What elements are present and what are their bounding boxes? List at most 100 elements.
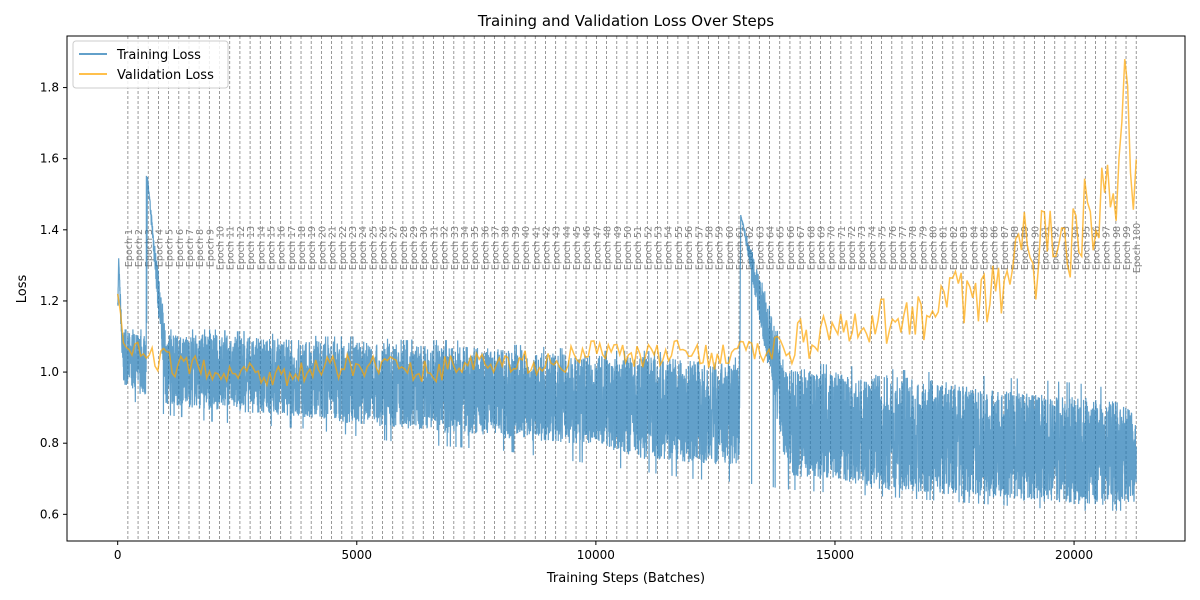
epoch-label: Epoch 55 xyxy=(674,226,685,270)
epoch-label: Epoch 62 xyxy=(745,226,756,270)
epoch-label: Epoch 78 xyxy=(908,226,919,270)
epoch-label: Epoch 65 xyxy=(776,226,787,270)
epoch-label: Epoch 9 xyxy=(205,229,216,267)
epoch-label: Epoch 12 xyxy=(236,226,247,270)
y-tick-label: 1.2 xyxy=(40,294,59,308)
epoch-label: Epoch 10 xyxy=(216,226,227,270)
legend-box xyxy=(72,40,229,89)
epoch-label: Epoch 2 xyxy=(134,229,145,267)
epoch-label: Epoch 71 xyxy=(837,226,848,270)
y-tick-label: 1.0 xyxy=(40,365,59,379)
epoch-label: Epoch 57 xyxy=(694,226,705,270)
epoch-label: Epoch 56 xyxy=(684,226,695,270)
y-tick-label: 1.6 xyxy=(40,152,59,166)
y-tick-label: 1.4 xyxy=(40,223,59,237)
epoch-label: Epoch 85 xyxy=(979,226,990,270)
epoch-label: Epoch 40 xyxy=(521,226,532,270)
epoch-label: Epoch 35 xyxy=(470,226,481,270)
epoch-label: Epoch 18 xyxy=(297,226,308,270)
epoch-label: Epoch 5 xyxy=(165,229,176,267)
epoch-label: Epoch 69 xyxy=(816,226,827,270)
epoch-label: Epoch 39 xyxy=(511,226,522,270)
epoch-label: Epoch 16 xyxy=(277,226,288,270)
epoch-label: Epoch 81 xyxy=(939,226,950,270)
epoch-label: Epoch 91 xyxy=(1041,226,1052,270)
epoch-label: Epoch 68 xyxy=(806,226,817,270)
epoch-label: Epoch 32 xyxy=(440,226,451,270)
epoch-label: Epoch 11 xyxy=(226,226,237,270)
epoch-label: Epoch 98 xyxy=(1112,226,1123,270)
epoch-label: Epoch 46 xyxy=(582,226,593,270)
epoch-label: Epoch 63 xyxy=(755,226,766,270)
epoch-label: Epoch 95 xyxy=(1081,226,1092,270)
epoch-label: Epoch 64 xyxy=(766,226,777,270)
epoch-label: Epoch 28 xyxy=(399,226,410,270)
epoch-label: Epoch 22 xyxy=(338,226,349,270)
epoch-label: Epoch 14 xyxy=(256,226,267,270)
epoch-label: Epoch 79 xyxy=(918,226,929,270)
epoch-label: Epoch 90 xyxy=(1030,226,1041,270)
epoch-label: Epoch 21 xyxy=(328,226,339,270)
epoch-label: Epoch 23 xyxy=(348,226,359,270)
epoch-label: Epoch 76 xyxy=(888,226,899,270)
epoch-label: Epoch 94 xyxy=(1071,226,1082,270)
epoch-label: Epoch 3 xyxy=(144,229,155,267)
plot-area xyxy=(66,35,1186,542)
epoch-label: Epoch 49 xyxy=(613,226,624,270)
y-axis-label: Loss xyxy=(15,275,30,304)
epoch-label: Epoch 72 xyxy=(847,226,858,270)
epoch-label: Epoch 58 xyxy=(704,226,715,270)
epoch-label: Epoch 92 xyxy=(1051,226,1062,270)
epoch-label: Epoch 53 xyxy=(654,226,665,270)
epoch-label: Epoch 80 xyxy=(929,226,940,270)
epoch-label: Epoch 26 xyxy=(379,226,390,270)
legend-label-training: Training Loss xyxy=(116,48,201,63)
epoch-label: Epoch 83 xyxy=(959,226,970,270)
epoch-label: Epoch 48 xyxy=(603,226,614,270)
epoch-label: Epoch 73 xyxy=(857,226,868,270)
epoch-label: Epoch 34 xyxy=(460,226,471,270)
epoch-label: Epoch 7 xyxy=(185,229,196,267)
y-tick-label: 1.8 xyxy=(40,81,59,95)
epoch-label: Epoch 84 xyxy=(969,226,980,270)
epoch-label: Epoch 30 xyxy=(419,226,430,270)
epoch-label: Epoch 29 xyxy=(409,226,420,270)
legend: Training Loss Validation Loss xyxy=(72,40,229,89)
epoch-label: Epoch 20 xyxy=(317,226,328,270)
x-tick-label: 15000 xyxy=(816,548,854,562)
epoch-label: Epoch 86 xyxy=(990,226,1001,270)
epoch-label: Epoch 31 xyxy=(429,226,440,270)
epoch-label: Epoch 45 xyxy=(572,226,583,270)
epoch-label: Epoch 42 xyxy=(541,226,552,270)
epoch-label: Epoch 99 xyxy=(1122,226,1133,270)
legend-label-validation: Validation Loss xyxy=(117,68,214,83)
validation-loss-line xyxy=(116,59,1137,388)
epoch-label: Epoch 38 xyxy=(501,226,512,270)
epoch-label: Epoch 52 xyxy=(643,226,654,270)
epoch-label: Epoch 50 xyxy=(623,226,634,270)
chart-title: Training and Validation Loss Over Steps xyxy=(477,12,774,30)
epoch-label: Epoch 43 xyxy=(552,226,563,270)
epoch-label: Epoch 25 xyxy=(368,226,379,270)
epoch-label: Epoch 75 xyxy=(878,226,889,270)
epoch-label: Epoch 67 xyxy=(796,226,807,270)
epoch-label: Epoch 15 xyxy=(266,226,277,270)
epoch-label: Epoch 27 xyxy=(389,226,400,270)
series-lines xyxy=(116,59,1137,511)
y-tick-label: 0.8 xyxy=(40,436,59,450)
epoch-label: Epoch 100 xyxy=(1132,223,1143,273)
epoch-label: Epoch 8 xyxy=(195,229,206,267)
epoch-label: Epoch 66 xyxy=(786,226,797,270)
epoch-label: Epoch 87 xyxy=(1000,226,1011,270)
epoch-label: Epoch 96 xyxy=(1091,226,1102,270)
epoch-label: Epoch 97 xyxy=(1102,226,1113,270)
epoch-label: Epoch 77 xyxy=(898,226,909,270)
epoch-label: Epoch 37 xyxy=(491,226,502,270)
epoch-label: Epoch 36 xyxy=(480,226,491,270)
x-tick-label: 5000 xyxy=(342,548,373,562)
epoch-label: Epoch 17 xyxy=(287,226,298,270)
x-tick-label: 20000 xyxy=(1055,548,1093,562)
epoch-label: Epoch 24 xyxy=(358,226,369,270)
epoch-label: Epoch 13 xyxy=(246,226,257,270)
